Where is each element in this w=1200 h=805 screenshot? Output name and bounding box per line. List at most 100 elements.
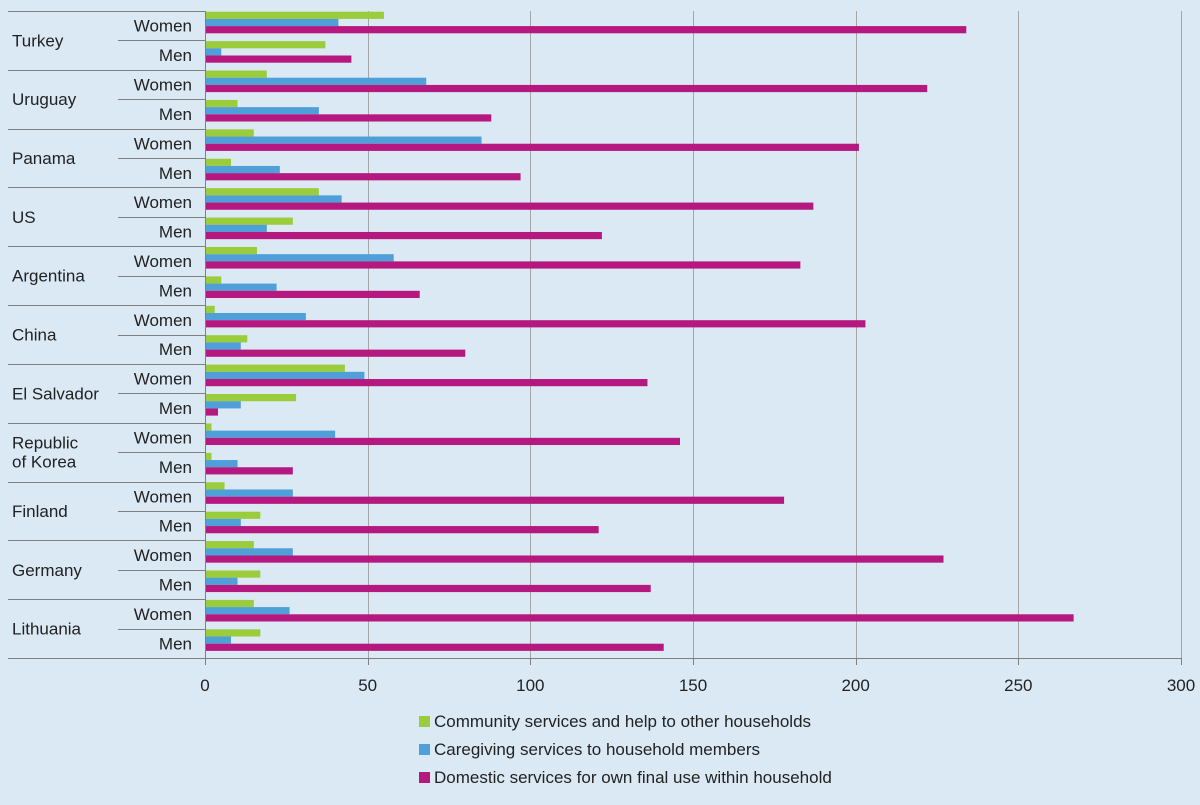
bar-caregiving xyxy=(206,48,222,56)
bar-community xyxy=(206,41,326,49)
bar-domestic xyxy=(206,437,680,446)
x-tick-label: 250 xyxy=(1004,676,1032,695)
bar-community xyxy=(206,570,261,578)
country-label: Turkey xyxy=(12,31,64,50)
bar-caregiving xyxy=(206,460,238,468)
bar-domestic xyxy=(206,320,866,328)
bar-caregiving xyxy=(206,430,336,438)
bar-domestic xyxy=(206,55,352,63)
bar-community xyxy=(206,541,254,549)
bar-community xyxy=(206,158,232,166)
subgroup-label: Men xyxy=(159,458,192,477)
bar-caregiving xyxy=(206,636,232,644)
bar-domestic xyxy=(206,614,1074,622)
country-label: El Salvador xyxy=(12,384,99,403)
subgroup-label: Men xyxy=(159,340,192,359)
bar-community xyxy=(206,629,261,637)
bar-domestic xyxy=(206,26,967,34)
bar-caregiving xyxy=(206,18,339,27)
subgroup-label: Men xyxy=(159,223,192,242)
legend-label: Caregiving services to household members xyxy=(434,740,760,759)
bar-community xyxy=(206,246,258,255)
bar-community xyxy=(206,217,293,225)
bar-domestic xyxy=(206,496,785,504)
x-tick-labels: 0 50 100 150 200 250 300 xyxy=(200,676,1195,695)
bar-domestic xyxy=(206,173,521,181)
subgroup-label: Men xyxy=(159,46,192,65)
subgroup-label: Women xyxy=(134,487,192,506)
bar-domestic xyxy=(206,643,664,651)
country-label: Argentina xyxy=(12,267,85,286)
subgroup-label: Men xyxy=(159,575,192,594)
subgroup-label: Women xyxy=(134,134,192,153)
subgroup-label: Women xyxy=(134,76,192,95)
bar-caregiving xyxy=(206,371,365,380)
subgroup-label: Women xyxy=(134,428,192,447)
x-tick-label: 150 xyxy=(679,676,707,695)
bar-community xyxy=(206,482,225,490)
country-label: Germany xyxy=(12,561,82,580)
grid-lines xyxy=(368,11,1182,658)
legend: Community services and help to other hou… xyxy=(419,712,832,787)
legend-label: Domestic services for own final use with… xyxy=(434,768,832,787)
bar-community xyxy=(206,599,254,608)
bar-caregiving xyxy=(206,577,238,585)
bar-caregiving xyxy=(206,195,342,203)
legend-label: Community services and help to other hou… xyxy=(434,712,811,731)
legend-swatch xyxy=(419,716,430,727)
bar-community xyxy=(206,394,297,402)
bar-domestic xyxy=(206,231,602,240)
country-label: US xyxy=(12,208,36,227)
axes xyxy=(8,11,1182,665)
country-label: China xyxy=(12,326,57,345)
bar-domestic xyxy=(206,349,466,357)
bar-domestic xyxy=(206,202,814,210)
bar-caregiving xyxy=(206,136,482,144)
bar-domestic xyxy=(206,290,420,298)
subgroup-label: Men xyxy=(159,399,192,418)
bar-domestic xyxy=(206,379,648,387)
bar-domestic xyxy=(206,584,651,593)
category-labels: Turkey Women Men Uruguay Women Men Panama Women… xyxy=(12,17,192,654)
bar-community xyxy=(206,364,345,372)
bar-caregiving xyxy=(206,518,241,527)
subgroup-label: Men xyxy=(159,281,192,300)
country-label: of Korea xyxy=(12,453,77,472)
bar-domestic xyxy=(206,84,928,93)
x-tick-label: 300 xyxy=(1167,676,1195,695)
subgroup-label: Men xyxy=(159,105,192,124)
bar-community xyxy=(206,11,384,19)
bar-community xyxy=(206,129,254,137)
legend-swatch xyxy=(419,772,430,783)
country-label: Lithuania xyxy=(12,620,82,639)
legend-swatch xyxy=(419,744,430,755)
bar-caregiving xyxy=(206,607,290,615)
bar-community xyxy=(206,452,212,461)
bar-community xyxy=(206,511,261,519)
bar-caregiving xyxy=(206,548,293,556)
country-label: Panama xyxy=(12,149,76,168)
subgroup-label: Women xyxy=(134,252,192,271)
subgroup-label: Women xyxy=(134,311,192,330)
bar-domestic xyxy=(206,408,219,416)
country-label: Finland xyxy=(12,502,68,521)
bar-community xyxy=(206,70,267,78)
subgroup-label: Men xyxy=(159,634,192,653)
subgroup-label: Men xyxy=(159,164,192,183)
bar-community xyxy=(206,276,222,284)
country-label: Uruguay xyxy=(12,90,77,109)
bar-domestic xyxy=(206,526,599,534)
bar-community xyxy=(206,335,248,343)
subgroup-label: Women xyxy=(134,193,192,212)
bar-caregiving xyxy=(206,224,267,232)
bar-domestic xyxy=(206,261,801,269)
bar-domestic xyxy=(206,143,859,151)
subgroup-label: Men xyxy=(159,517,192,536)
bar-caregiving xyxy=(206,283,277,291)
bars xyxy=(206,11,1074,651)
x-tick-label: 200 xyxy=(841,676,869,695)
bar-community xyxy=(206,188,319,196)
bar-caregiving xyxy=(206,107,319,115)
bar-caregiving xyxy=(206,313,306,321)
